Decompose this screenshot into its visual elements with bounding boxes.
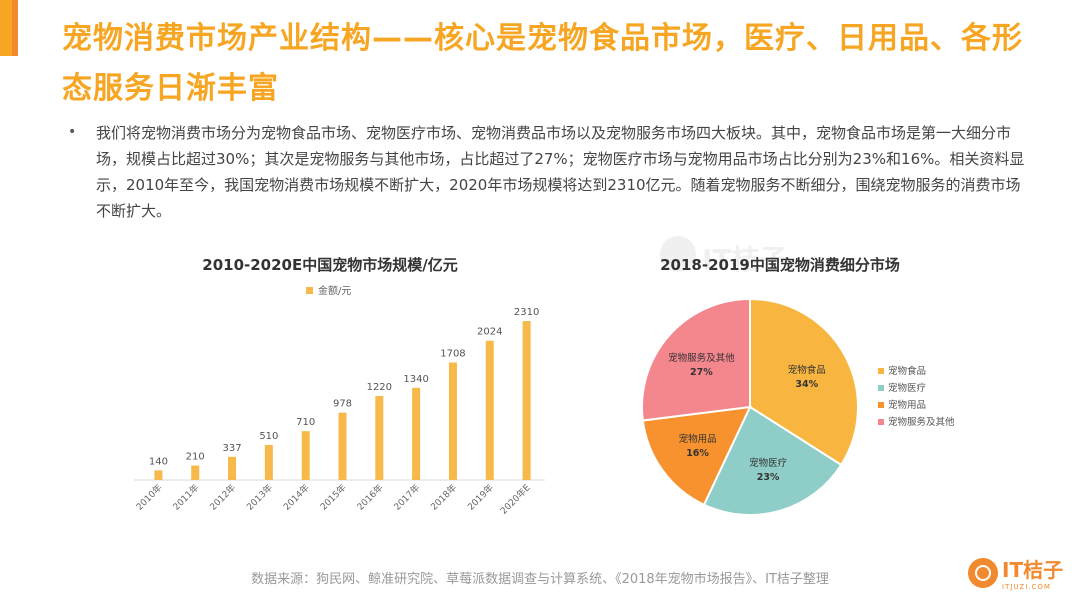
bar xyxy=(485,340,494,480)
bar xyxy=(264,444,273,480)
bar xyxy=(301,431,310,480)
bar xyxy=(154,470,163,480)
pie-slice-percent: 23% xyxy=(757,472,780,483)
bar-legend: 金额/元 xyxy=(306,284,351,297)
bar-value-label: 2024 xyxy=(477,327,502,338)
pie-slice-label: 宠物食品 xyxy=(788,364,826,376)
source-note: 数据来源：狗民网、鲸准研究院、草莓派数据调查与计算系统、《2018年宠物市场报告… xyxy=(251,572,829,587)
pie-slice-label: 宠物用品 xyxy=(679,433,717,445)
bar-chart: 金额/元 140 2010年 210 2011年 337 2012年 510 2013年 710 2… xyxy=(133,284,545,517)
bar xyxy=(448,362,457,480)
x-tick-label: 2017年 xyxy=(391,482,422,513)
legend-swatch xyxy=(878,419,884,425)
bar-chart-title: 2010-2020E中国宠物市场规模/亿元 xyxy=(202,256,458,274)
bar-value-label: 978 xyxy=(333,399,352,410)
x-tick-label: 2010年 xyxy=(133,482,164,513)
brand-logo: IT桔子 ITJUZI.COM xyxy=(968,556,1068,596)
x-tick-label: 2015年 xyxy=(318,482,349,513)
legend-swatch xyxy=(878,368,884,374)
x-tick-label: 2011年 xyxy=(170,482,201,513)
bar xyxy=(338,412,347,480)
x-tick-label: 2013年 xyxy=(244,482,275,513)
x-tick-label: 2020年E xyxy=(498,481,533,516)
watermark-logo-icon xyxy=(660,236,696,272)
bar xyxy=(375,396,384,480)
bar xyxy=(412,387,421,480)
pie-legend-item: 宠物食品 xyxy=(878,365,926,377)
bar xyxy=(191,465,200,480)
x-tick-label: 2014年 xyxy=(281,482,312,513)
bar-value-label: 2310 xyxy=(514,307,539,318)
bar xyxy=(228,456,237,480)
bar-value-label: 210 xyxy=(186,452,205,463)
bar-value-label: 710 xyxy=(296,417,315,428)
x-tick-label: 2012年 xyxy=(207,482,238,513)
pie-slice xyxy=(641,405,752,507)
orange-logo-icon xyxy=(968,558,998,588)
legend-swatch xyxy=(878,402,884,408)
x-tick-label: 2018年 xyxy=(428,482,459,513)
bar-value-label: 1340 xyxy=(403,374,428,385)
bar-value-label: 1708 xyxy=(440,348,465,359)
pie-slice-percent: 16% xyxy=(686,448,709,459)
pie-chart-title: 2018-2019中国宠物消费细分市场 xyxy=(660,256,900,274)
pie-legend-item: 宠物用品 xyxy=(878,399,926,411)
pie-slice-label: 宠物服务及其他 xyxy=(668,352,735,364)
slide-title: 宠物消费市场产业结构——核心是宠物食品市场，医疗、日用品、各形态服务日渐丰富 xyxy=(62,21,1023,106)
watermark: IT桔子 xyxy=(660,234,790,278)
x-tick-label: 2019年 xyxy=(465,482,496,513)
bar-value-label: 1220 xyxy=(367,382,392,393)
legend-swatch xyxy=(306,287,313,294)
pie-slice xyxy=(641,297,751,422)
pie-slice-label: 宠物医疗 xyxy=(749,457,788,469)
title-accent-bar-secondary xyxy=(12,0,18,56)
bar-value-label: 337 xyxy=(222,443,241,454)
intro-paragraph: 我们将宠物消费市场分为宠物食品市场、宠物医疗市场、宠物消费品市场以及宠物服务市场… xyxy=(96,124,1025,220)
legend-label: 宠物服务及其他 xyxy=(888,416,955,428)
logo-subtext: ITJUZI.COM xyxy=(1002,583,1051,591)
pie-slice-percent: 27% xyxy=(690,367,713,378)
watermark-text: IT桔子 xyxy=(702,243,788,276)
x-tick-label: 2016年 xyxy=(354,482,385,513)
title-accent-bar xyxy=(0,0,12,56)
legend-swatch xyxy=(878,385,884,391)
bar-value-label: 510 xyxy=(259,431,278,442)
legend-label: 宠物用品 xyxy=(888,399,926,411)
bullet-dot: • xyxy=(68,124,77,140)
logo-text: IT桔子 xyxy=(1002,558,1064,582)
legend-label: 金额/元 xyxy=(318,284,351,297)
bar-value-label: 140 xyxy=(149,456,168,467)
pie-legend-item: 宠物医疗 xyxy=(878,382,927,394)
pie-legend-item: 宠物服务及其他 xyxy=(878,416,955,428)
pie-slice-percent: 34% xyxy=(795,379,818,390)
bar xyxy=(522,321,531,480)
legend-label: 宠物食品 xyxy=(888,365,926,377)
legend-label: 宠物医疗 xyxy=(888,382,927,394)
